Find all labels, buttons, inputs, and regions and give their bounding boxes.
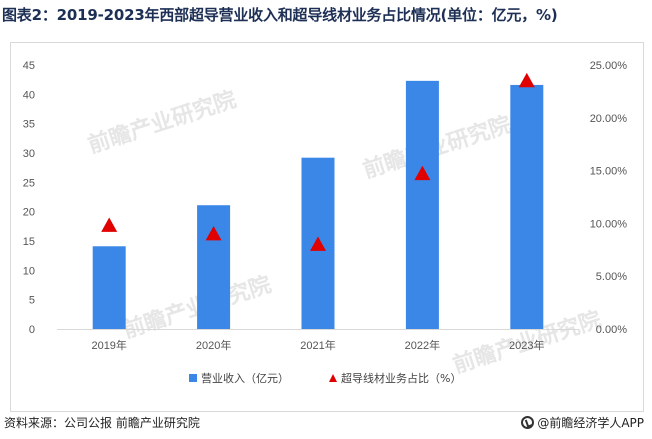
- legend-label-share: 超导线材业务占比（%）: [341, 371, 461, 385]
- y-left-tick-label: 5: [29, 295, 35, 307]
- combo-chart: 前瞻产业研究院前瞻产业研究院前瞻产业研究院前瞻产业研究院051015202530…: [23, 60, 628, 385]
- y-right-tick-label: 0.00%: [596, 324, 627, 336]
- watermark-text: 前瞻产业研究院: [120, 271, 275, 343]
- x-tick-label: 2023年: [509, 338, 544, 352]
- legend-label-revenue: 营业收入（亿元）: [201, 371, 289, 385]
- chart-title: 图表2：2019-2023年西部超导营业收入和超导线材业务占比情况(单位：亿元，…: [2, 6, 558, 24]
- legend-swatch-revenue: [189, 374, 197, 382]
- legend-swatch-share: [329, 374, 337, 382]
- y-left-tick-label: 35: [23, 119, 35, 131]
- y-right-tick-label: 25.00%: [590, 60, 628, 72]
- y-left-tick-label: 10: [23, 265, 35, 277]
- superconducting-share-marker: [205, 225, 222, 241]
- y-right-tick-label: 20.00%: [590, 113, 628, 125]
- y-right-tick-label: 15.00%: [590, 166, 628, 178]
- watermark-text: 前瞻产业研究院: [85, 86, 240, 158]
- y-left-tick-label: 40: [23, 89, 35, 101]
- revenue-bar: [405, 80, 439, 329]
- superconducting-share-marker: [518, 72, 535, 88]
- y-left-tick-label: 45: [23, 60, 35, 72]
- y-left-tick-label: 20: [23, 207, 35, 219]
- y-left-tick-label: 25: [23, 177, 35, 189]
- brand-credit: @前瞻经济学人APP: [521, 414, 644, 431]
- brand-credit-label: @前瞻经济学人APP: [537, 416, 644, 430]
- x-tick-label: 2022年: [405, 338, 440, 352]
- y-left-tick-label: 30: [23, 148, 35, 160]
- x-tick-label: 2021年: [300, 338, 335, 352]
- source-note: 资料来源：公司公报 前瞻产业研究院: [4, 416, 200, 430]
- superconducting-share-marker: [414, 165, 431, 181]
- y-right-tick-label: 5.00%: [596, 271, 627, 283]
- brand-logo-icon: [521, 416, 535, 429]
- y-left-tick-label: 15: [23, 236, 35, 248]
- superconducting-share-marker: [101, 217, 118, 232]
- revenue-bar: [197, 205, 231, 329]
- y-left-tick-label: 0: [29, 324, 35, 336]
- revenue-bar: [510, 84, 544, 329]
- superconducting-share-marker: [310, 236, 326, 251]
- x-tick-label: 2020年: [196, 338, 231, 352]
- chart-frame: 前瞻产业研究院前瞻产业研究院前瞻产业研究院前瞻产业研究院051015202530…: [10, 42, 644, 412]
- revenue-bar: [92, 246, 126, 329]
- x-tick-label: 2019年: [91, 338, 126, 352]
- y-right-tick-label: 10.00%: [590, 218, 628, 230]
